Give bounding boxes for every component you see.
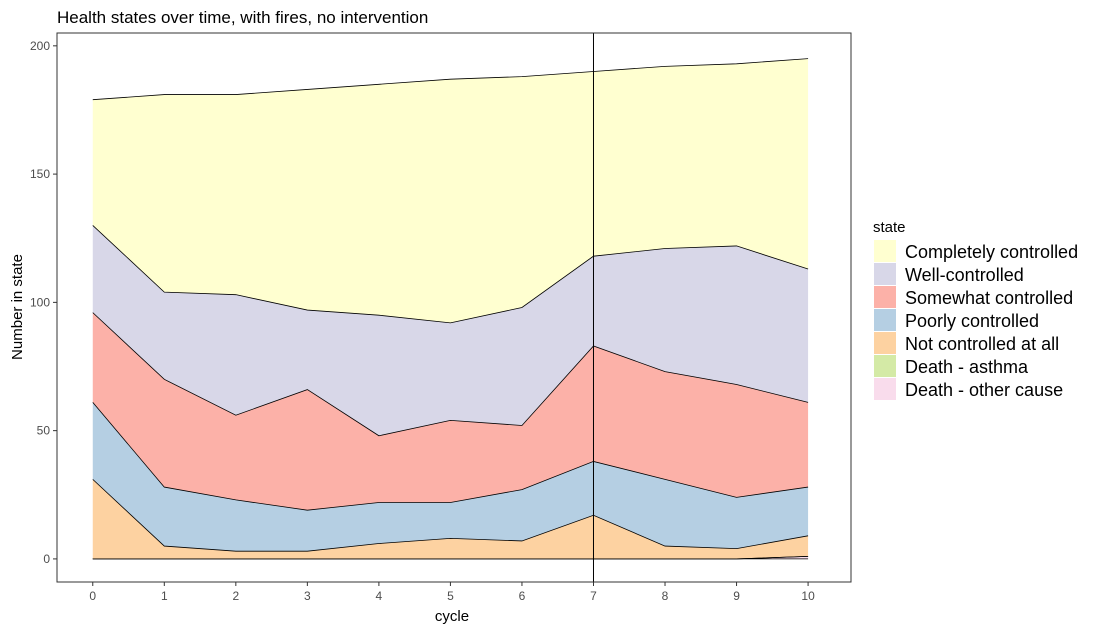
- legend-key: [874, 378, 896, 400]
- y-axis-title: Number in state: [9, 254, 26, 360]
- area-series-group: [92, 58, 809, 560]
- legend-title: state: [873, 219, 906, 236]
- x-tick-label: 0: [89, 589, 96, 603]
- legend-label: Poorly controlled: [905, 311, 1039, 331]
- x-tick-label: 3: [304, 589, 311, 603]
- legend-key: [874, 263, 896, 285]
- chart-title: Health states over time, with fires, no …: [57, 8, 428, 27]
- legend-label: Death - asthma: [905, 357, 1029, 377]
- area-well-controlled: [92, 225, 809, 436]
- x-tick-label: 5: [447, 589, 454, 603]
- legend-label: Not controlled at all: [905, 334, 1059, 354]
- x-tick-label: 7: [590, 589, 597, 603]
- area-somewhat-controlled: [92, 312, 809, 511]
- x-tick-label: 6: [519, 589, 526, 603]
- x-axis-title: cycle: [435, 608, 469, 625]
- area-outline-poorly-controlled: [92, 402, 809, 511]
- x-tick-label: 10: [801, 589, 815, 603]
- legend-key: [874, 286, 896, 308]
- legend-label: Well-controlled: [905, 265, 1024, 285]
- y-tick-label: 150: [30, 167, 50, 181]
- area-completely-controlled: [92, 58, 809, 323]
- legend-label: Death - other cause: [905, 380, 1063, 400]
- area-outline-well-controlled: [92, 225, 809, 324]
- area-not-controlled-at-all: [92, 479, 809, 559]
- x-tick-label: 2: [232, 589, 239, 603]
- x-tick-label: 1: [161, 589, 168, 603]
- legend-label: Somewhat controlled: [905, 288, 1073, 308]
- legend-label: Completely controlled: [905, 242, 1078, 262]
- x-tick-label: 9: [733, 589, 740, 603]
- y-axis: 0 50 100 150 200: [30, 39, 57, 566]
- y-tick-label: 200: [30, 39, 50, 53]
- y-tick-label: 0: [43, 552, 50, 566]
- x-axis: 0 1 2 3 4 5 6 7 8 9 10: [89, 582, 815, 603]
- legend-items: Completely controlled Well-controlled Some…: [874, 240, 1078, 400]
- area-outline-somewhat-controlled: [92, 312, 809, 437]
- area-outline-not-controlled-at-all: [92, 479, 809, 552]
- y-tick-label: 100: [30, 295, 50, 309]
- area-poorly-controlled: [92, 402, 809, 552]
- plot-panel-border: [56, 32, 852, 583]
- area-outline-completely-controlled: [92, 58, 809, 101]
- legend-key: [874, 332, 896, 354]
- x-tick-label: 8: [662, 589, 669, 603]
- x-tick-label: 4: [376, 589, 383, 603]
- legend-key: [874, 309, 896, 331]
- legend-key: [874, 240, 896, 262]
- legend-key: [874, 355, 896, 377]
- legend: state Completely controlled Well-controll…: [873, 219, 1078, 400]
- y-tick-label: 50: [37, 424, 51, 438]
